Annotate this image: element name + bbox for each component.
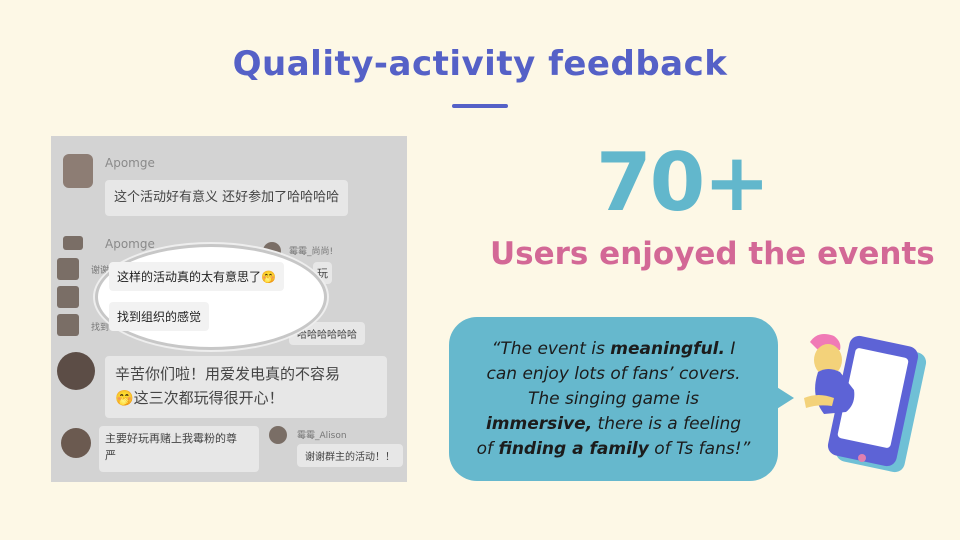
chat-message: 谢谢 — [91, 266, 110, 276]
chat-message: 这个活动好有意义 还好参加了哈哈哈哈 — [105, 180, 349, 216]
quote-line: “The event is meaningful. I — [491, 339, 736, 359]
chat-message: 辛苦你们啦！用爱发电真的不容易 🤭这三次都玩得很开心！ — [105, 356, 387, 418]
quote-line: can enjoy lots of fans’ covers. — [486, 364, 741, 384]
chat-message: 主要好玩再赌上我霉粉的尊 严 — [99, 426, 259, 472]
avatar — [63, 154, 93, 188]
username: Apomge — [105, 237, 155, 251]
user-count-stat: 70+ — [596, 136, 770, 229]
quote-line: of finding a family of Ts fans!” — [476, 439, 751, 459]
avatar — [61, 428, 91, 458]
chat-message-line: 严 — [105, 449, 116, 462]
page-title: Quality-activity feedback — [232, 44, 728, 84]
avatar — [57, 314, 79, 336]
chat-message: 哈哈哈哈哈哈 — [289, 322, 365, 345]
highlighted-message: 这样的活动真的太有意思了🤭 — [109, 262, 284, 291]
avatar — [57, 258, 79, 280]
quote-line: immersive, there is a feeling — [485, 414, 742, 434]
chat-message-line: 主要好玩再赌上我霉粉的尊 — [105, 432, 237, 445]
person-with-phone-illustration — [804, 334, 927, 473]
quote-line: The singing game is — [527, 389, 700, 409]
username: 霉霉_Alison — [297, 431, 347, 441]
avatar — [269, 426, 287, 444]
username: Apomge — [105, 156, 155, 170]
title-underline — [452, 104, 508, 108]
quote-bubble-tail — [772, 384, 794, 412]
quote-bubble — [449, 317, 778, 481]
username: 霉霉_尚尚! — [289, 247, 334, 257]
chat-message-line: 辛苦你们啦！用爱发电真的不容易 — [115, 365, 341, 383]
avatar — [57, 286, 79, 308]
chat-message: 找到 — [91, 323, 110, 333]
highlighted-message: 找到组织的感觉 — [109, 302, 210, 331]
avatar — [57, 352, 95, 390]
avatar — [63, 236, 83, 250]
highlight-oval — [95, 244, 327, 350]
chat-message: 谢谢群主的活动！！ — [297, 444, 403, 467]
chat-message-line: 🤭这三次都玩得很开心！ — [115, 389, 284, 407]
stat-caption: Users enjoyed the events — [490, 236, 935, 272]
chat-screenshot: Apomge 这个活动好有意义 还好参加了哈哈哈哈 Apomge 霉霉_尚尚! … — [51, 136, 407, 482]
quote-text: “The event is meaningful. I can enjoy lo… — [449, 337, 778, 462]
